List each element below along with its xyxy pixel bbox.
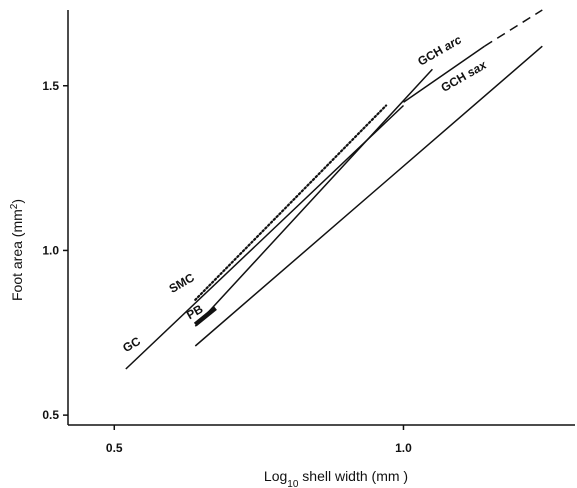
x-axis-title: Log10 shell width (mm ) xyxy=(264,468,408,488)
y-axis-title-sup: 2 xyxy=(9,203,20,209)
series-line-smc xyxy=(194,104,388,301)
series-line-pb xyxy=(194,68,433,327)
series-line-gch-arc-ext xyxy=(484,9,543,47)
y-tick-label: 1.0 xyxy=(42,243,59,257)
x-tick-label: 0.5 xyxy=(106,441,123,455)
series-line-gch-sax xyxy=(194,45,543,347)
series-line-gch-arc xyxy=(403,45,485,103)
x-axis-title-rest: shell width (mm ) xyxy=(298,468,408,484)
y-axis-title: Foot area (mm2) xyxy=(9,199,26,301)
series-label-gc: GC xyxy=(120,334,143,355)
series-line-gc xyxy=(125,104,405,370)
x-tick-label: 1.0 xyxy=(395,441,412,455)
series-label-smc: SMC xyxy=(167,270,197,296)
y-axis-title-main: Foot area (mm xyxy=(9,209,25,301)
series-label-gch-arc: GCH arc xyxy=(415,32,464,68)
y-tick-label: 0.5 xyxy=(42,408,59,422)
x-axis-title-main: Log xyxy=(264,468,287,484)
y-axis-title-rest: ) xyxy=(9,199,25,204)
y-tick-label: 1.5 xyxy=(42,79,59,93)
series-line-pb-thick xyxy=(193,306,217,327)
series-label-gch-sax: GCH sax xyxy=(439,57,490,95)
axes: 0.5 1.0 1.5 0.5 1.0 xyxy=(42,10,575,455)
x-axis-title-sub: 10 xyxy=(287,479,299,488)
series-layer xyxy=(125,9,543,370)
